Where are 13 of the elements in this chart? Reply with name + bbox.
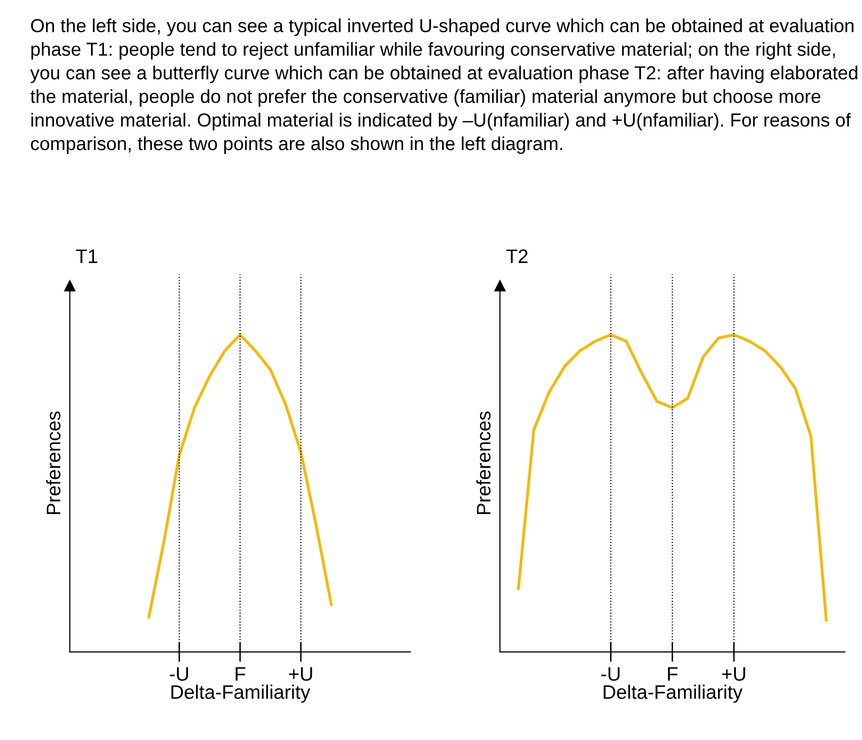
x-tick-label: +U xyxy=(289,667,312,681)
x-axis-title: Delta-Familiarity xyxy=(171,684,310,703)
y-axis-title: Preferences xyxy=(476,412,491,514)
y-axis-title: Preferences xyxy=(46,412,60,514)
x-tick-label: F xyxy=(236,667,246,681)
x-axis-title: Delta-Familiarity xyxy=(604,684,743,703)
chart-title: T1 xyxy=(76,250,98,263)
x-tick-label: -U xyxy=(601,667,620,681)
x-tick-label: -U xyxy=(170,667,188,681)
text: On the left side, you can see a typical inverted U-shaped curve which can be obtained at evaluation phase T1: people tend to reject unfamiliar while favouring conservative material; on the right side, you can see a butterfly curve which can be obtained at evaluation phase T2: after having elaborated the material, people do not prefer the conservative (familiar) material anymore but choose more innovative material. Optimal material is indicated by –U(nfamiliar) and +U(nfamiliar). For reasons of comparison, these two points are also shown in the left diagram. xyxy=(30,18,858,154)
x-tick-label: F xyxy=(668,667,678,681)
chart-title: T2 xyxy=(506,249,528,263)
x-tick-label: +U xyxy=(722,667,746,681)
